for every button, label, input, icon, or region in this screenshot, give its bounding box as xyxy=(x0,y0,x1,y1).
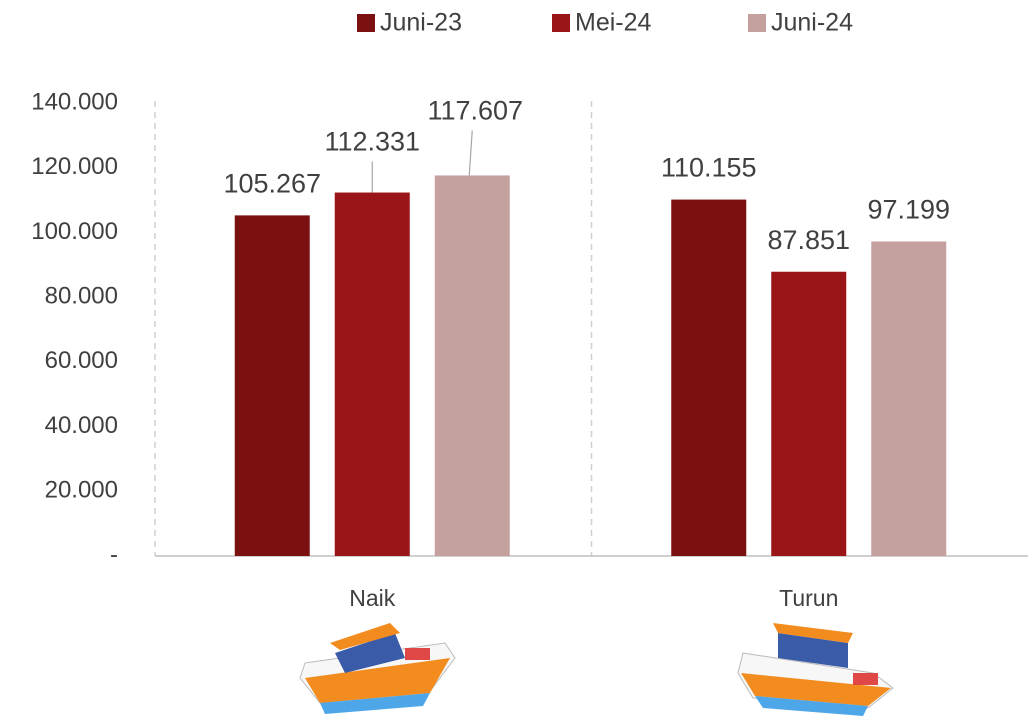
bar xyxy=(435,175,510,556)
bar xyxy=(235,215,310,556)
boat-icon xyxy=(300,623,455,714)
value-label: 110.155 xyxy=(661,153,757,183)
legend-swatch xyxy=(357,14,375,32)
legend-label: Juni-23 xyxy=(380,9,462,37)
value-label: 112.331 xyxy=(324,127,420,157)
legend-label: Mei-24 xyxy=(575,9,652,37)
y-tick-label: 140.000 xyxy=(31,88,118,115)
y-tick-label: - xyxy=(110,541,118,568)
y-tick-label: 80.000 xyxy=(45,282,118,309)
leader-line xyxy=(469,130,472,175)
y-tick-label: 40.000 xyxy=(45,412,118,439)
y-tick-label: 120.000 xyxy=(31,153,118,180)
x-tick-label: Turun xyxy=(779,585,838,611)
bar xyxy=(671,200,746,556)
bar xyxy=(771,272,846,556)
bar xyxy=(335,193,410,556)
legend-label: Juni-24 xyxy=(771,9,853,37)
legend-swatch xyxy=(552,14,570,32)
value-label: 105.267 xyxy=(223,169,321,199)
bar xyxy=(871,241,946,556)
value-label: 87.851 xyxy=(767,225,850,255)
y-tick-label: 100.000 xyxy=(31,218,118,245)
x-tick-label: Naik xyxy=(349,585,396,611)
value-label: 117.607 xyxy=(427,96,523,126)
boat-icon xyxy=(738,623,893,716)
chart: - 20.000 40.000 60.000 80.000 100.000 120.000 1… xyxy=(0,0,1028,718)
legend-swatch xyxy=(748,14,766,32)
value-label: 97.199 xyxy=(867,195,950,225)
y-tick-label: 60.000 xyxy=(45,347,118,374)
y-tick-label: 20.000 xyxy=(45,477,118,504)
